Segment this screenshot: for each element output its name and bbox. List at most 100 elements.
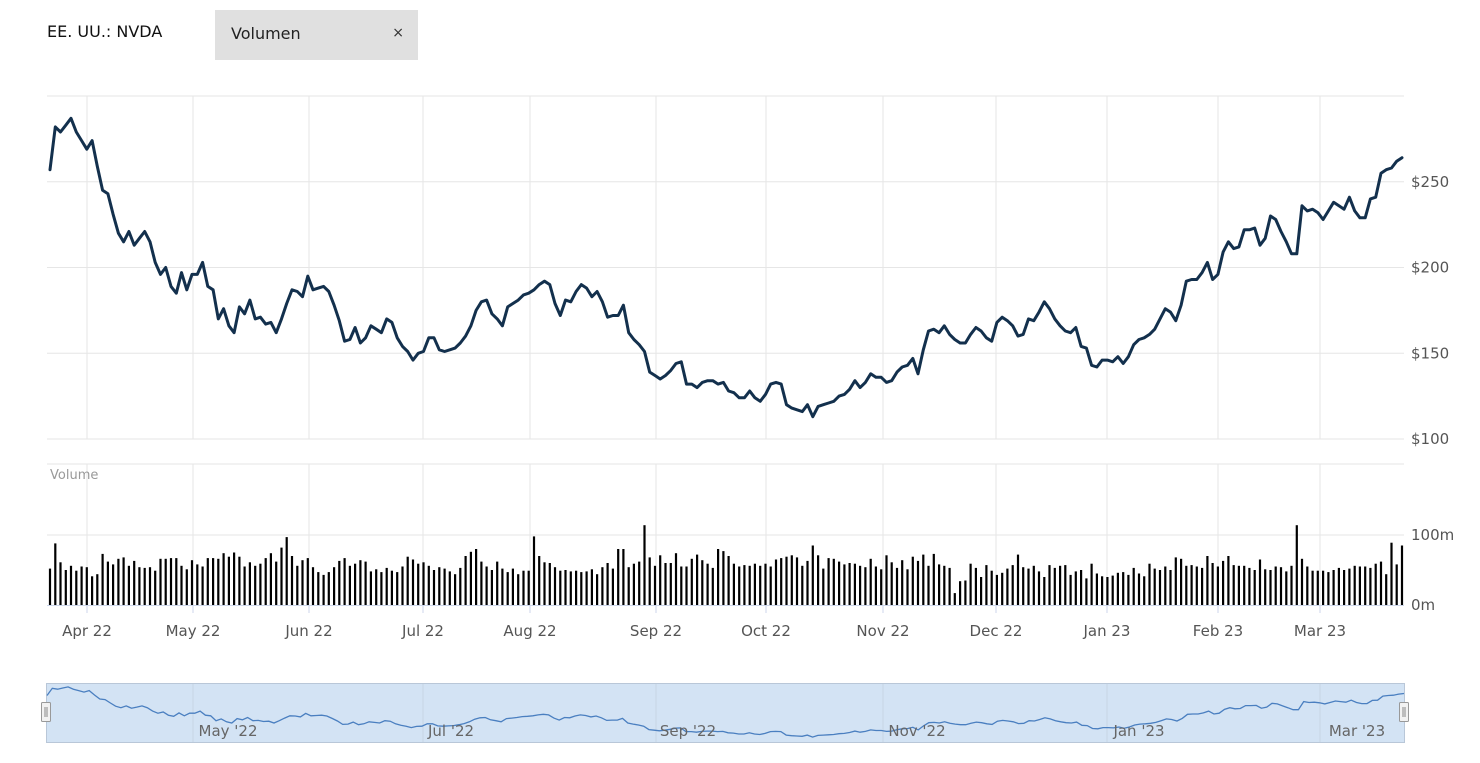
volume-bar — [1385, 574, 1388, 605]
volume-bar — [559, 570, 562, 605]
volume-bar — [80, 566, 83, 605]
volume-bar — [738, 566, 741, 605]
volume-bar — [790, 555, 793, 605]
volume-bar — [1037, 571, 1041, 605]
volume-bar — [717, 549, 720, 605]
volume-bar — [674, 553, 678, 605]
volume-bar — [1122, 572, 1125, 605]
price-line — [48, 116, 1404, 419]
volume-bar — [296, 565, 299, 605]
volume-bar — [1101, 576, 1104, 605]
navigator-handle-right[interactable] — [1399, 702, 1409, 722]
volume-bar — [1080, 570, 1083, 605]
price-grid — [47, 95, 1404, 440]
volume-bars[interactable] — [48, 525, 1404, 605]
close-icon[interactable]: × — [392, 25, 404, 41]
volume-y-axis: 100m 0m — [1411, 526, 1454, 614]
volume-grid — [47, 463, 1404, 605]
volume-bar — [548, 563, 551, 605]
volume-bar — [154, 570, 157, 605]
price-y-axis: $250 $200 $150 $100 — [1411, 173, 1449, 448]
volume-bar — [1222, 560, 1225, 605]
volume-bar — [1174, 557, 1177, 605]
volume-bar — [1206, 556, 1209, 605]
navigator[interactable]: May '22 Jul '22 Sep '22 Nov '22 Jan '23 Mar '… — [41, 683, 1409, 743]
volume-bar — [143, 567, 146, 605]
volume-bar — [1048, 565, 1051, 605]
volume-bar — [164, 558, 167, 605]
volume-bar — [338, 560, 341, 605]
volume-bar — [1243, 565, 1246, 605]
volume-bar — [48, 568, 52, 605]
volume-bar — [753, 563, 756, 605]
volume-bar — [895, 567, 899, 605]
volume-bar — [422, 562, 425, 605]
volume-bar — [138, 567, 141, 605]
volume-bar — [780, 558, 783, 605]
x-tick-label: Dec 22 — [970, 622, 1023, 640]
price-y-tick-label: $250 — [1411, 173, 1449, 191]
volume-bar — [527, 570, 530, 605]
volume-bar — [748, 565, 751, 605]
volume-bar — [427, 565, 430, 605]
volume-bar — [196, 564, 199, 605]
volume-bar — [217, 558, 220, 605]
volume-bar — [75, 570, 78, 605]
volume-bar — [1169, 570, 1172, 605]
volume-bar — [117, 558, 120, 605]
volume-bar — [848, 563, 851, 605]
price-series[interactable] — [48, 116, 1404, 419]
volume-bar — [127, 565, 130, 605]
volume-bar — [1374, 563, 1377, 605]
volume-bar — [469, 551, 472, 605]
volume-bar — [722, 551, 725, 605]
volume-bar — [1369, 567, 1372, 605]
volume-bar — [638, 561, 641, 605]
volume-bar — [1337, 567, 1340, 605]
volume-bar — [290, 556, 294, 605]
x-tick-label: Jun 22 — [284, 622, 332, 640]
volume-bar — [396, 572, 399, 605]
volume-bar — [627, 567, 630, 605]
volume-bar — [1143, 576, 1146, 605]
volume-bar — [301, 560, 304, 605]
volume-bar — [774, 559, 778, 605]
volume-bar — [743, 565, 746, 605]
volume-bar — [590, 569, 593, 605]
volume-bar — [54, 543, 57, 605]
volume-bar — [906, 569, 909, 605]
volume-bar — [1022, 567, 1025, 605]
volume-bar — [732, 563, 735, 605]
volume-bar — [364, 561, 367, 605]
volume-bar — [390, 570, 393, 605]
navigator-handle-left[interactable] — [41, 702, 51, 722]
volume-bar — [532, 536, 536, 605]
volume-bar — [585, 571, 588, 605]
volume-bar — [943, 565, 946, 605]
volume-bar — [953, 593, 956, 605]
volume-bar — [606, 563, 609, 605]
volume-bar — [212, 558, 215, 605]
volume-bar — [864, 567, 867, 605]
volume-bar — [980, 577, 983, 605]
indicator-chip-volume[interactable]: Volumen × — [215, 10, 418, 60]
volume-bar — [890, 562, 893, 605]
x-axis: Apr 22 May 22 Jun 22 Jul 22 Aug 22 Sep 22 Oct … — [62, 606, 1346, 640]
volume-bar — [690, 558, 693, 605]
volume-bar — [843, 564, 846, 605]
volume-bar — [1001, 572, 1004, 605]
volume-bar — [1132, 567, 1135, 605]
volume-bar — [1190, 565, 1193, 605]
volume-bar — [769, 566, 772, 605]
x-tick-label: Jan 23 — [1083, 622, 1131, 640]
volume-bar — [785, 556, 788, 605]
volume-bar — [254, 565, 257, 605]
x-tick-label: Feb 23 — [1193, 622, 1243, 640]
volume-bar — [685, 566, 688, 605]
volume-bar — [1232, 565, 1235, 605]
volume-bar — [622, 549, 625, 605]
volume-bar — [190, 560, 194, 605]
volume-bar — [248, 562, 251, 605]
volume-bar — [475, 549, 478, 605]
